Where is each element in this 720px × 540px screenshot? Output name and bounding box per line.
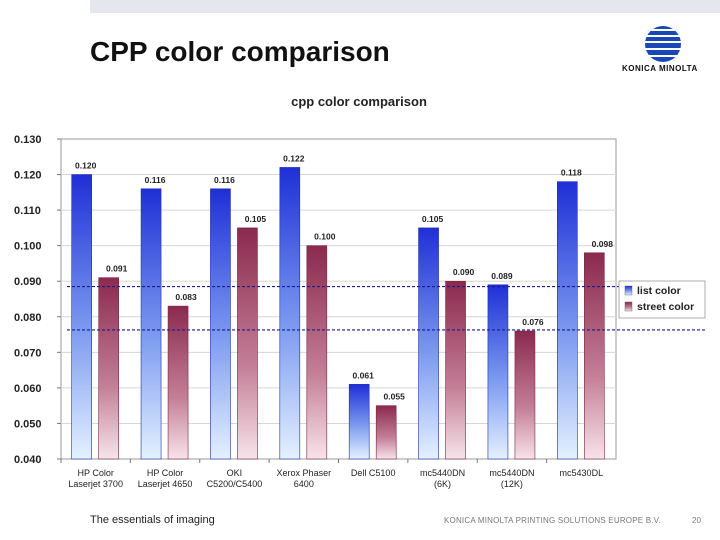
data-label: 0.098 bbox=[592, 239, 614, 249]
bar-street-color-8 bbox=[584, 252, 605, 460]
x-tick-label: mc5440DN (6K) bbox=[420, 468, 465, 489]
x-tick-label: HP Color Laserjet 3700 bbox=[68, 468, 123, 489]
y-tick-label: 0.130 bbox=[14, 134, 42, 146]
data-label: 0.100 bbox=[314, 232, 336, 242]
bar-street-color-7 bbox=[514, 330, 536, 460]
bar-list-color-7 bbox=[487, 284, 509, 460]
x-tick-label: mc5440DN (12K) bbox=[489, 468, 534, 489]
bar-street-color-5 bbox=[375, 405, 397, 460]
data-label: 0.116 bbox=[145, 175, 166, 185]
y-tick-label: 0.070 bbox=[14, 347, 42, 359]
x-tick-label: OKI C5200/C5400 bbox=[207, 468, 263, 489]
y-tick-label: 0.120 bbox=[14, 170, 42, 182]
data-label: 0.091 bbox=[106, 264, 128, 274]
data-label: 0.089 bbox=[491, 271, 513, 281]
footer-company: KONICA MINOLTA PRINTING SOLUTIONS EUROPE… bbox=[444, 516, 661, 525]
data-label: 0.090 bbox=[453, 267, 475, 277]
footer-tagline: The essentials of imaging bbox=[90, 514, 215, 526]
y-tick-label: 0.060 bbox=[14, 383, 42, 395]
data-label: 0.105 bbox=[422, 214, 444, 224]
legend-swatch bbox=[624, 301, 633, 312]
bar-street-color-2 bbox=[167, 305, 189, 460]
y-tick-label: 0.090 bbox=[14, 276, 42, 288]
x-tick-label: Xerox Phaser 6400 bbox=[277, 468, 332, 489]
bar-list-color-8 bbox=[557, 181, 578, 460]
data-label: 0.076 bbox=[522, 317, 544, 327]
y-tick-label: 0.100 bbox=[14, 241, 42, 253]
legend-box bbox=[618, 280, 706, 319]
konica-minolta-logo-icon bbox=[645, 26, 681, 62]
bar-street-color-3 bbox=[237, 227, 258, 460]
x-tick-label: HP Color Laserjet 4650 bbox=[138, 468, 193, 489]
x-tick-label: mc5430DL bbox=[560, 468, 604, 478]
x-tick-label: Dell C5100 bbox=[351, 468, 396, 478]
data-label: 0.061 bbox=[353, 370, 375, 380]
y-tick-label: 0.080 bbox=[14, 312, 42, 324]
bar-street-color-1 bbox=[98, 277, 119, 460]
data-label: 0.055 bbox=[384, 392, 406, 402]
bar-list-color-2 bbox=[140, 188, 162, 460]
chart-title: cpp color comparison bbox=[291, 94, 427, 109]
data-label: 0.116 bbox=[214, 175, 235, 185]
data-label: 0.122 bbox=[283, 153, 305, 163]
legend-entry: street color bbox=[637, 301, 694, 313]
cpp-bar-chart: cpp color comparison 0.040 0.050 0.060 0.07… bbox=[14, 94, 706, 489]
page-number: 20 bbox=[692, 516, 701, 525]
data-label: 0.083 bbox=[175, 292, 197, 302]
data-label: 0.120 bbox=[75, 161, 97, 171]
y-tick-label: 0.050 bbox=[14, 418, 42, 430]
header-band bbox=[90, 0, 720, 13]
logo-wordmark: KONICA MINOLTA bbox=[622, 64, 698, 73]
bar-list-color-3 bbox=[210, 188, 231, 460]
bar-street-color-4 bbox=[306, 245, 328, 460]
data-label: 0.105 bbox=[245, 214, 267, 224]
bar-list-color-4 bbox=[279, 167, 301, 460]
legend-swatch bbox=[624, 285, 633, 296]
y-tick-label: 0.040 bbox=[14, 454, 42, 466]
bar-list-color-1 bbox=[71, 174, 92, 460]
y-tick-label: 0.110 bbox=[14, 205, 41, 217]
bar-list-color-5 bbox=[348, 384, 370, 460]
bar-street-color-6 bbox=[445, 280, 466, 460]
data-label: 0.118 bbox=[561, 168, 582, 178]
slide-title: CPP color comparison bbox=[90, 36, 390, 67]
legend-entry: list color bbox=[637, 285, 681, 297]
bar-list-color-6 bbox=[418, 227, 439, 460]
